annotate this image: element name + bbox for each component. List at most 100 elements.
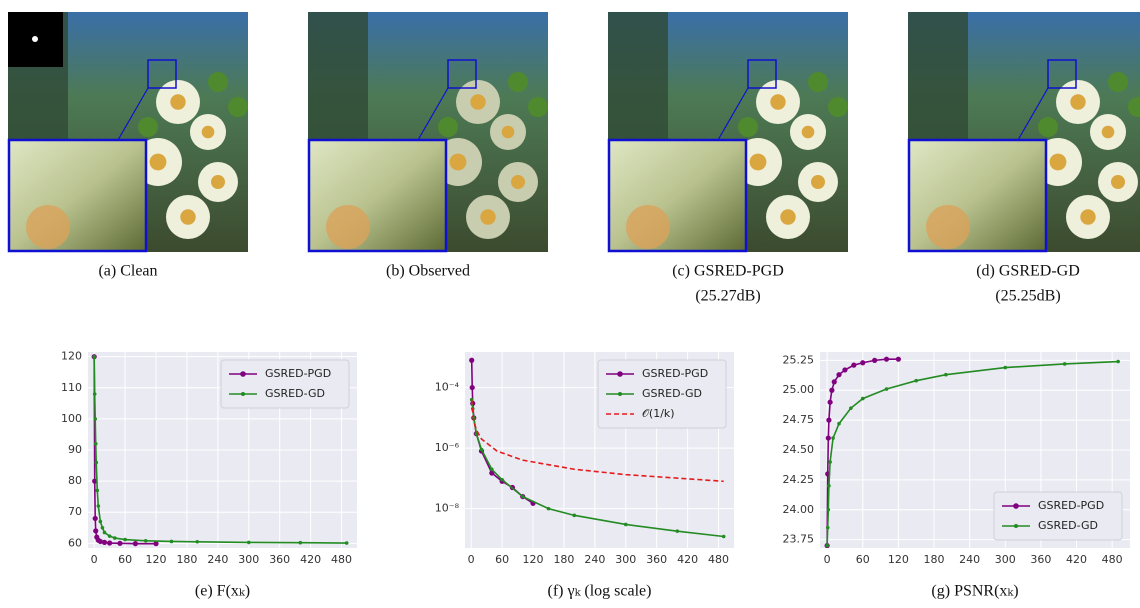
bud: [828, 97, 848, 117]
data-point: [827, 484, 831, 488]
data-point: [92, 478, 98, 484]
data-point: [826, 417, 832, 423]
x-tick-label: 120: [146, 553, 167, 566]
flower-center: [201, 125, 215, 139]
bud: [438, 117, 458, 137]
x-tick-label: 240: [959, 553, 980, 566]
data-point: [107, 534, 112, 538]
x-tick-label: 420: [1066, 553, 1087, 566]
zoom-flower: [26, 205, 70, 249]
zoom-flower: [926, 205, 970, 249]
data-point: [344, 541, 349, 545]
x-tick-label: 300: [615, 553, 636, 566]
data-point: [825, 525, 830, 530]
legend-marker: [617, 371, 623, 377]
x-tick-label: 60: [118, 553, 132, 566]
zoom-link: [717, 87, 749, 141]
data-point: [831, 379, 837, 385]
kernel-dot: [32, 36, 38, 42]
data-point: [872, 357, 878, 363]
legend-marker: [1014, 524, 1018, 528]
bud: [528, 97, 548, 117]
bud: [738, 117, 758, 137]
x-tick-label: 60: [495, 553, 509, 566]
image-panel: [307, 12, 548, 253]
x-tick-label: 360: [269, 553, 290, 566]
flower-center: [770, 94, 786, 110]
data-point: [92, 392, 97, 396]
data-point: [849, 406, 853, 410]
flower-center: [480, 209, 496, 225]
x-tick-label: 180: [553, 553, 574, 566]
legend-label: GSRED-GD: [1038, 519, 1098, 532]
data-point: [860, 396, 865, 401]
data-point: [825, 543, 829, 548]
caption: (25.27dB): [695, 288, 760, 305]
flower-center: [180, 209, 196, 225]
flower-center: [211, 175, 225, 189]
data-point: [883, 356, 890, 362]
bud: [208, 72, 228, 92]
data-point: [117, 540, 123, 546]
legend-label: GSRED-PGD: [642, 367, 708, 380]
caption: (f) γₖ (log scale): [548, 583, 652, 600]
y-tick-label: 10⁻⁴: [435, 381, 460, 394]
data-point: [500, 477, 504, 482]
data-point: [1062, 362, 1067, 366]
zoom-source: [447, 59, 477, 89]
data-point: [572, 513, 577, 518]
data-point: [851, 362, 857, 368]
flower-center: [1049, 153, 1067, 171]
caption: (25.25dB): [995, 288, 1060, 305]
x-tick-label: 420: [300, 553, 321, 566]
x-tick-label: 240: [207, 553, 228, 566]
flower-center: [511, 175, 525, 189]
flower-center: [1111, 175, 1125, 189]
data-point: [97, 538, 103, 545]
data-point: [298, 540, 303, 545]
y-tick-label: 120: [61, 350, 82, 363]
caption: (c) GSRED-PGD: [672, 263, 784, 280]
bud: [808, 72, 828, 92]
data-point: [623, 522, 628, 527]
x-tick-label: 0: [824, 553, 831, 566]
data-point: [825, 435, 831, 441]
image-panel: [607, 12, 848, 253]
flower-center: [1070, 94, 1086, 110]
data-point: [469, 384, 475, 391]
zoom-flower: [626, 205, 670, 249]
x-tick-label: 180: [924, 553, 945, 566]
data-point: [829, 387, 835, 393]
legend-label: 𝒪(1/k): [642, 407, 675, 420]
data-point: [1116, 359, 1120, 364]
x-tick-label: 120: [523, 553, 544, 566]
flower-center: [149, 153, 167, 171]
x-tick-label: 300: [995, 553, 1016, 566]
caption: (a) Clean: [98, 263, 157, 280]
bud: [508, 72, 528, 92]
x-tick-label: 180: [176, 553, 197, 566]
data-point: [112, 536, 117, 540]
y-tick-label: 100: [61, 412, 82, 425]
flower-center: [801, 125, 815, 139]
y-tick-label: 25.25: [783, 353, 815, 366]
caption: (b) Observed: [386, 263, 470, 280]
legend-label: GSRED-GD: [642, 387, 702, 400]
image-panel: [7, 12, 248, 253]
y-tick-label: 110: [61, 381, 82, 394]
zoom-source: [747, 59, 777, 89]
zoom-source: [147, 59, 177, 89]
data-point: [94, 460, 99, 465]
y-tick-label: 60: [68, 536, 82, 549]
data-point: [828, 460, 832, 464]
legend-marker: [618, 392, 622, 396]
x-tick-label: 420: [677, 553, 698, 566]
x-tick-label: 0: [91, 553, 98, 566]
data-point: [195, 539, 200, 544]
data-point: [469, 357, 475, 363]
x-tick-label: 480: [331, 553, 352, 566]
data-point: [489, 467, 494, 472]
y-tick-label: 23.75: [783, 533, 815, 546]
data-point: [546, 506, 551, 511]
